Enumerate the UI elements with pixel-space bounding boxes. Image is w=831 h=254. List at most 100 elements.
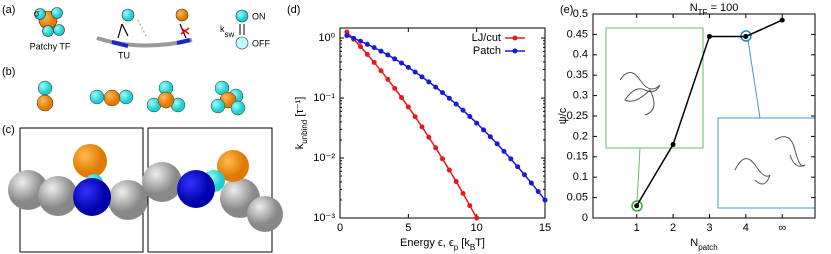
text-part: [τ⁻¹] xyxy=(294,97,306,120)
data-point xyxy=(779,17,785,23)
data-point xyxy=(344,29,350,35)
text-part: k xyxy=(220,24,225,34)
data-point xyxy=(371,45,377,51)
legend-marker xyxy=(512,48,518,54)
data-point xyxy=(528,180,534,186)
on-label: ON xyxy=(252,11,266,21)
data-point xyxy=(474,120,480,126)
ksw-label: ksw xyxy=(220,24,235,38)
data-point xyxy=(399,95,404,101)
data-point xyxy=(634,203,640,209)
x-tick-label: 0 xyxy=(337,222,343,234)
tu-label: TU xyxy=(118,50,130,60)
data-point xyxy=(460,190,466,196)
inset-npatch-4 xyxy=(717,30,816,209)
y-tick-label: 0.4 xyxy=(573,49,588,61)
switch-diagram xyxy=(235,9,249,50)
data-point xyxy=(433,145,439,151)
legend-label: LJ/cut xyxy=(472,32,501,44)
y-tick-label: 0.45 xyxy=(567,28,588,40)
text-part: T] xyxy=(475,237,485,249)
subscript: TF xyxy=(698,8,708,17)
data-point xyxy=(405,64,411,70)
x-tick-label: 1 xyxy=(634,222,640,234)
data-point xyxy=(453,179,459,185)
data-point xyxy=(392,85,398,91)
subscript: B xyxy=(470,243,475,252)
data-point xyxy=(419,124,425,130)
data-point xyxy=(344,33,350,39)
snapshot-left xyxy=(8,127,148,253)
data-point xyxy=(487,134,493,140)
y-tick-label: 0.3 xyxy=(573,90,588,102)
panel-label: (c) xyxy=(2,124,15,136)
data-point xyxy=(481,127,486,133)
subscript: sw xyxy=(225,30,235,39)
y-tick-label: 0 xyxy=(582,212,588,224)
text-part: = 100 xyxy=(707,2,738,14)
data-point xyxy=(535,188,541,194)
x-tick-label: ∞ xyxy=(778,222,786,234)
data-point xyxy=(446,167,452,173)
data-point xyxy=(412,69,418,75)
y-tick-label: 0.15 xyxy=(567,151,588,163)
data-point xyxy=(385,76,391,82)
data-point xyxy=(446,95,452,101)
sigma-label: σ xyxy=(34,8,40,18)
y-tick-label: 0.05 xyxy=(567,192,588,204)
plot-frame xyxy=(339,27,546,219)
data-point xyxy=(358,44,363,50)
data-point xyxy=(405,104,411,110)
text-part: Energy ϵ, ϵ xyxy=(400,237,454,249)
y-tick-label: 10⁰ xyxy=(318,32,335,44)
legend-label: Patch xyxy=(473,45,501,57)
inset-npatch-1 xyxy=(605,27,704,212)
data-point xyxy=(474,215,480,221)
subscript: unbind xyxy=(300,120,309,144)
data-point xyxy=(392,56,398,62)
data-point xyxy=(378,48,384,54)
data-point xyxy=(426,134,432,140)
data-point xyxy=(467,203,473,209)
data-point xyxy=(351,35,357,41)
data-point xyxy=(453,101,459,107)
data-point xyxy=(522,172,527,178)
patchy-tf-diagram xyxy=(34,7,65,37)
series-line xyxy=(346,34,546,201)
y-tick-label: 0.5 xyxy=(573,8,588,20)
data-point xyxy=(515,164,521,170)
data-point xyxy=(494,141,500,147)
chart-title: NTF = 100 xyxy=(690,2,739,17)
data-point xyxy=(706,33,712,39)
snapshot-right xyxy=(142,127,283,253)
data-point xyxy=(385,52,391,58)
x-tick-label: 10 xyxy=(471,222,483,234)
data-point xyxy=(508,156,514,162)
x-tick-label: 4 xyxy=(743,222,749,234)
off-label: OFF xyxy=(252,38,270,48)
y-tick-label: 0.1 xyxy=(573,171,588,183)
x-tick-label: 2 xyxy=(670,222,676,234)
data-point xyxy=(460,107,466,113)
y-axis-label: ψ/c xyxy=(557,107,569,124)
patchy-tf-label: Patchy TF xyxy=(30,41,71,51)
data-point xyxy=(426,79,432,85)
x-tick-label: 3 xyxy=(706,222,712,234)
data-point xyxy=(371,59,377,65)
x-axis-label: Energy ϵ, ϵp [kBT] xyxy=(400,237,485,252)
data-point xyxy=(412,114,418,120)
subscript: p xyxy=(454,243,459,252)
legend-marker xyxy=(512,35,518,41)
y-axis-label: kunbind [τ⁻¹] xyxy=(294,97,309,150)
data-point xyxy=(364,41,370,47)
panel-label: (b) xyxy=(2,66,15,78)
binding-diagram xyxy=(96,8,193,48)
panel-label: (d) xyxy=(287,4,300,16)
y-tick-label: 10⁻² xyxy=(313,152,335,164)
y-tick-label: 0.2 xyxy=(573,130,588,142)
text-part: k xyxy=(294,143,306,149)
text-part: N xyxy=(690,2,698,14)
data-point xyxy=(743,33,749,39)
patch-variants xyxy=(36,80,246,116)
